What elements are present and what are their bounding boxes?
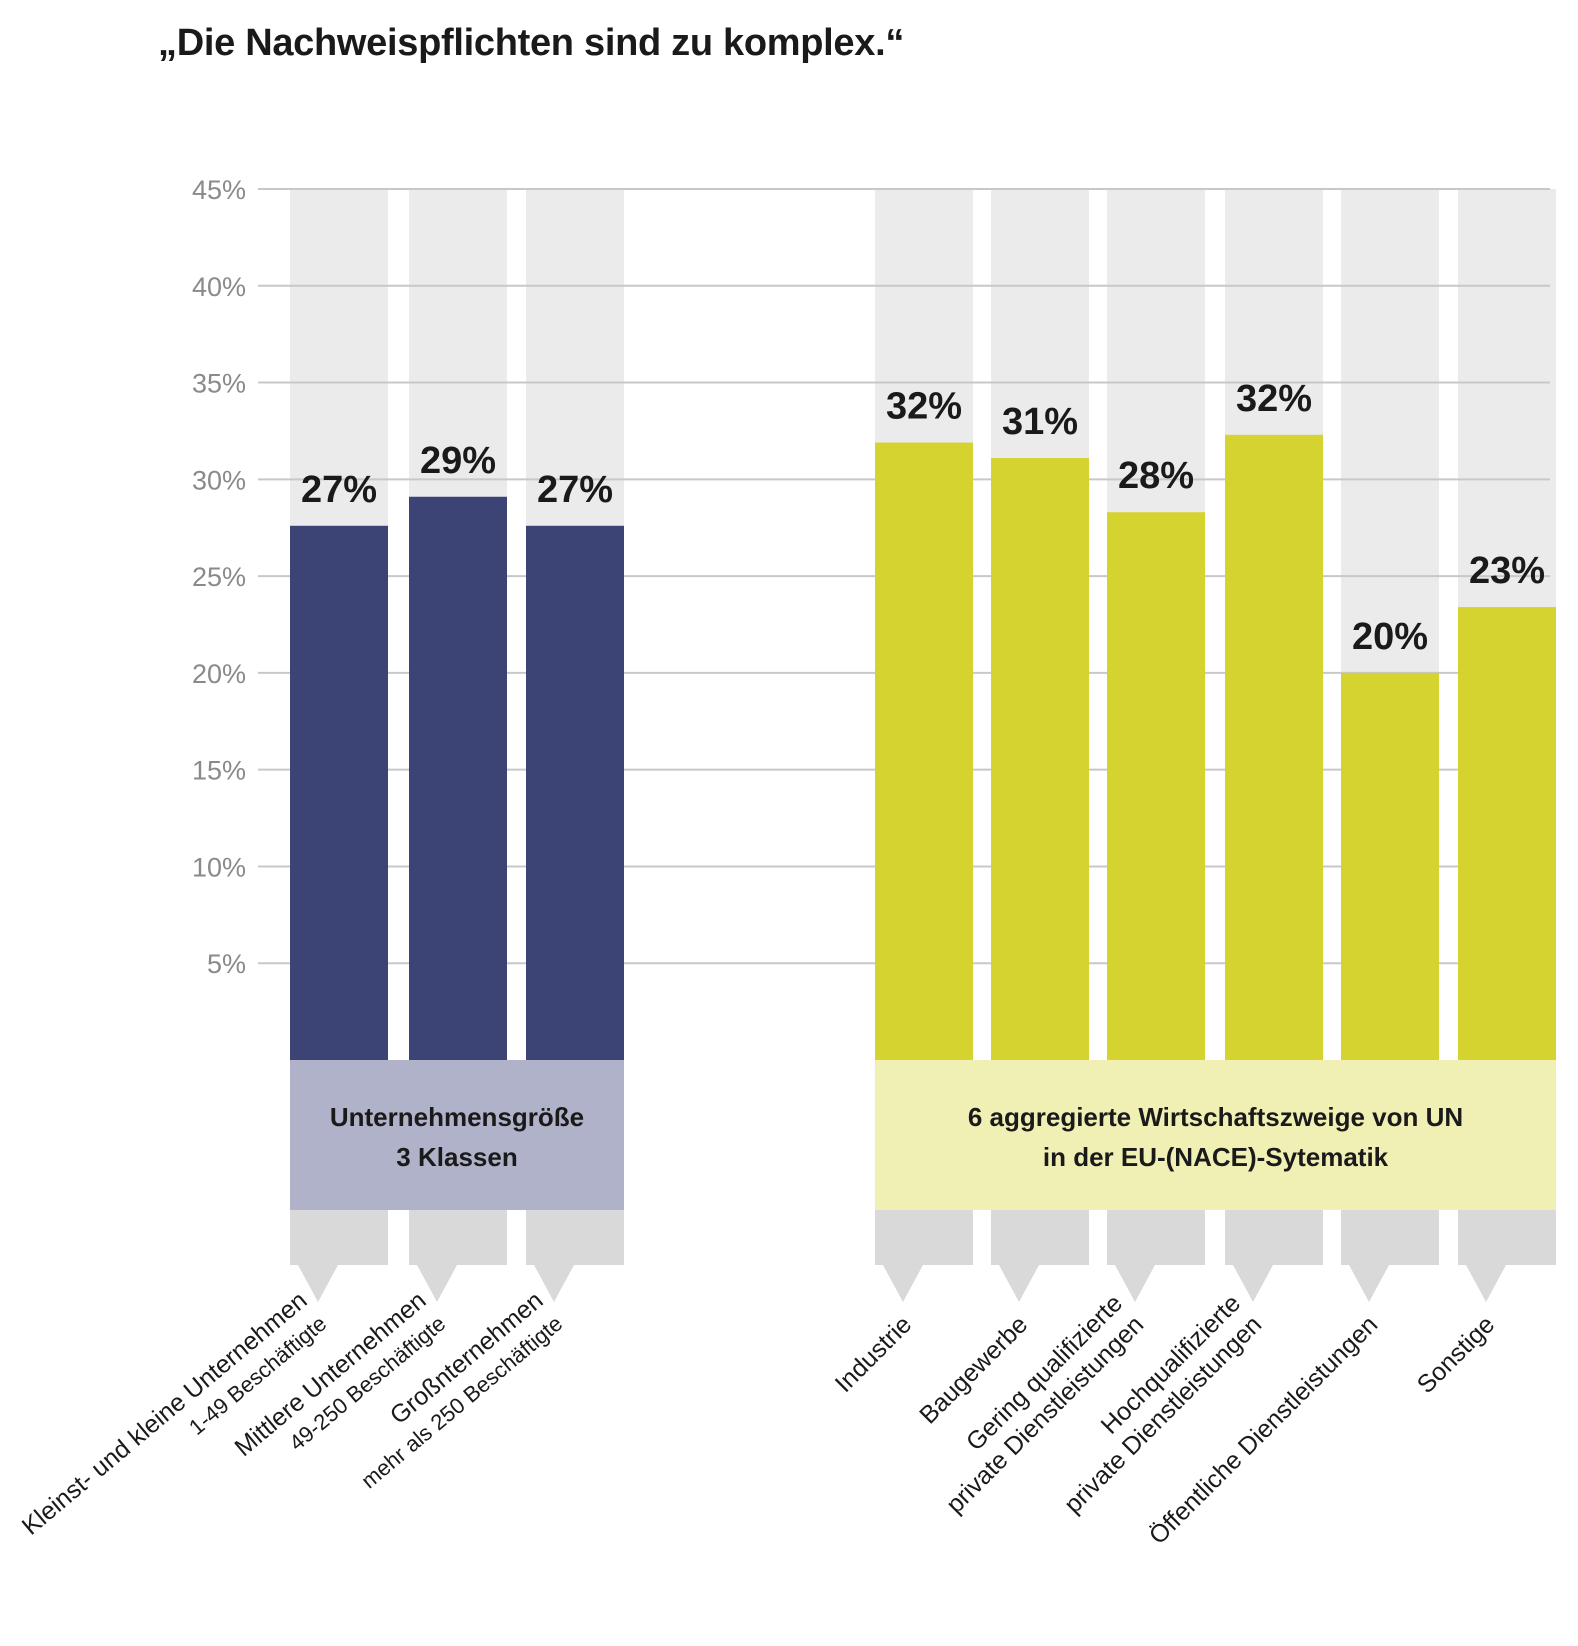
category-label: Industrie (830, 1310, 918, 1398)
bar-sector (1225, 434, 1323, 1060)
pointer-triangle (1115, 1265, 1155, 1302)
pointer-triangle (298, 1265, 338, 1302)
pointer-triangle (999, 1265, 1039, 1302)
pointer-stub (1107, 1210, 1205, 1265)
value-labels: 27% 29% 27% 32% 31% 28% 32% 20% 23% (301, 378, 1545, 658)
group-label-box (290, 1060, 624, 1210)
y-tick-label: 5% (207, 949, 246, 979)
category-pointers (290, 1210, 1556, 1302)
group-label: 6 aggregierte Wirtschaftszweige von UN (968, 1102, 1463, 1132)
category-label-line: Industrie (830, 1310, 918, 1398)
y-tick-label: 45% (192, 175, 246, 205)
y-tick-label: 15% (192, 756, 246, 786)
value-label: 27% (537, 469, 613, 511)
pointer-stub (875, 1210, 973, 1265)
pointer-stub (526, 1210, 624, 1265)
y-tick-label: 20% (192, 659, 246, 689)
y-axis-ticks: 5% 10% 15% 20% 25% 30% 35% 40% 45% (192, 175, 246, 979)
group-label-boxes: Unternehmensgröße 3 Klassen 6 aggregierte … (290, 1060, 1556, 1210)
value-label: 20% (1352, 616, 1428, 658)
group-label-box (875, 1060, 1556, 1210)
bar-size (409, 496, 507, 1061)
pointer-triangle (1349, 1265, 1389, 1302)
pointer-stub (290, 1210, 388, 1265)
value-label: 23% (1469, 550, 1545, 592)
bar-sector (1341, 672, 1439, 1060)
bar-size (290, 525, 388, 1060)
pointer-triangle (1466, 1265, 1506, 1302)
y-tick-label: 10% (192, 852, 246, 882)
bar-sector (875, 442, 973, 1061)
pointer-triangle (1233, 1265, 1273, 1302)
bars (290, 434, 1556, 1061)
pointer-triangle (534, 1265, 574, 1302)
group-label: Unternehmensgröße (330, 1102, 584, 1132)
y-tick-label: 40% (192, 272, 246, 302)
pointer-triangle (417, 1265, 457, 1302)
value-label: 32% (886, 386, 962, 428)
pointer-triangle (883, 1265, 923, 1302)
pointer-stub (1225, 1210, 1323, 1265)
value-label: 31% (1002, 401, 1078, 443)
pointer-stub (1458, 1210, 1556, 1265)
group-label: 3 Klassen (396, 1142, 517, 1172)
value-label: 27% (301, 469, 377, 511)
bar-sector (1107, 512, 1205, 1060)
group-label: in der EU-(NACE)-Sytematik (1043, 1142, 1389, 1172)
value-label: 28% (1118, 455, 1194, 497)
bar-sector (991, 458, 1089, 1060)
y-tick-label: 30% (192, 465, 246, 495)
bar-sector (1458, 607, 1556, 1060)
bar-size (526, 525, 624, 1060)
value-label: 29% (420, 440, 496, 482)
pointer-stub (1341, 1210, 1439, 1265)
chart-title: „Die Nachweispflichten sind zu komplex.“ (158, 22, 905, 64)
category-label: Sonstige (1412, 1310, 1501, 1399)
value-label: 32% (1236, 378, 1312, 420)
category-label-line: Sonstige (1412, 1310, 1501, 1399)
pointer-stub (409, 1210, 507, 1265)
pointer-stub (991, 1210, 1089, 1265)
y-tick-label: 35% (192, 369, 246, 399)
y-tick-label: 25% (192, 562, 246, 592)
